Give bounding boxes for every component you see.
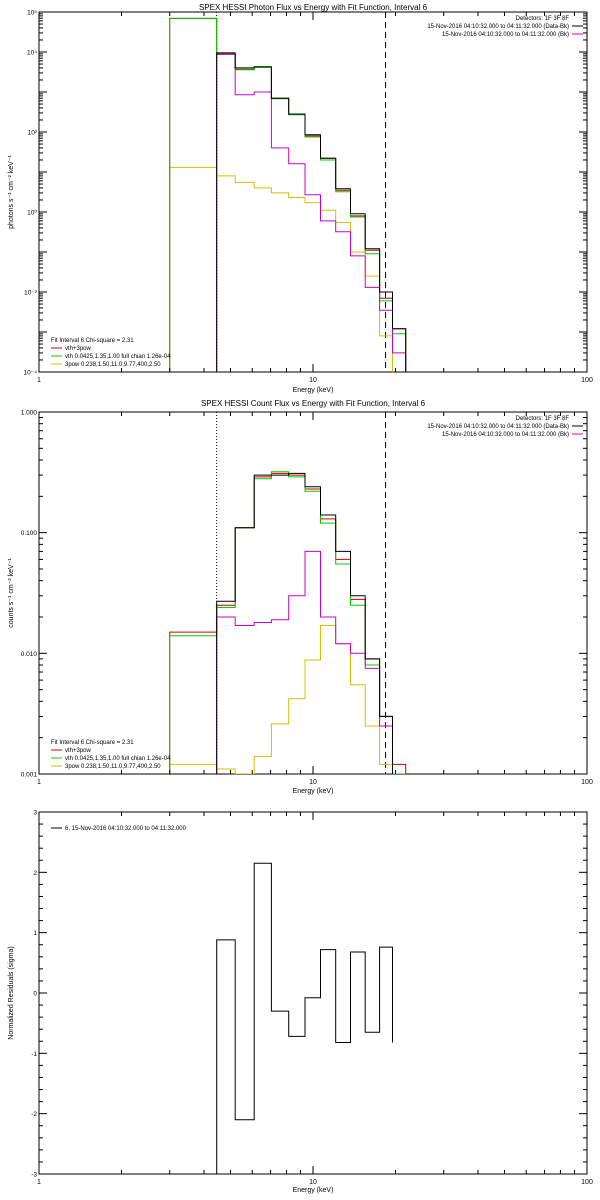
panel1-y-tick-label: 10⁰ <box>27 209 37 217</box>
panel1-y-tick-label: 10² <box>28 130 38 137</box>
panel2-legend-line: vth+3pow <box>65 748 92 754</box>
panel1-y-axis-label: photons s⁻¹ cm⁻² keV⁻¹ <box>8 154 15 228</box>
panel1-ticks: 1 10 100 10⁻⁴ 10⁻² 10⁰ 10² 10⁴ 10⁵ <box>24 10 593 385</box>
panel2-ticks: 1 10 100 0.001 0.010 0.100 1.000 <box>21 410 593 787</box>
panel3-ticks: 1 10 100 -3 -2 -1 0 1 2 3 <box>31 810 593 1187</box>
panel2-info-line: Detectors: 1F 3F 8F <box>516 416 570 422</box>
panel2-y-axis-label: counts s⁻¹ cm⁻² keV⁻¹ <box>8 558 15 628</box>
panel2-x-tick-label: 10 <box>309 779 317 786</box>
panel2-info-line: 15-Nov-2016 04:10:32.000 to 04:11:32.000… <box>427 424 569 430</box>
panel2-title: SPEX HESSI Count Flux vs Energy with Fit… <box>201 399 426 408</box>
panel3-y-tick-label: 1 <box>33 930 37 937</box>
residuals-panel: 1 10 100 -3 -2 -1 0 1 2 3 6, 15-Nov-2016 04:10:32… <box>8 810 593 1195</box>
count-flux-panel: SPEX HESSI Count Flux vs Energy with Fit… <box>8 399 593 795</box>
panel1-legend-line: 3pow 0.238,1.50,11.0,9.77,400,2.50 <box>65 362 161 368</box>
panel1-series-4-step-line <box>169 166 393 372</box>
panel3-y-tick-label: 3 <box>33 810 37 817</box>
panel1-series-0-step-line <box>216 52 407 372</box>
panel2-series-2-step-line <box>169 472 407 774</box>
panel1-x-tick-label: 10 <box>309 377 317 384</box>
panel3-y-tick-label: 0 <box>33 991 37 998</box>
panel3-series <box>216 862 393 1174</box>
panel3-x-tick-label: 100 <box>581 1179 593 1186</box>
panel2-info-line: 15-Nov-2016 04:10:32.000 to 04:11:32.000… <box>442 432 569 438</box>
panel1-info-line: 15-Nov-2016 04:10:32.000 to 04:11:32.000… <box>427 24 569 30</box>
panel2-info: Detectors: 1F 3F 8F 15-Nov-2016 04:10:32.… <box>427 416 583 438</box>
panel3-legend-line: 6, 15-Nov-2016 04:10:32.000 to 04:11:32.… <box>65 826 187 832</box>
panel3-x-tick-label: 1 <box>37 1179 41 1186</box>
panel1-info: Detectors: 1F 3F 8F 15-Nov-2016 04:10:32.… <box>427 16 583 38</box>
panel2-series-4-step-line <box>169 625 393 774</box>
panel3-series-0-step-line <box>216 862 393 1174</box>
panel2-y-tick-label: 0.001 <box>21 772 38 779</box>
panel1-y-tick-label: 10⁵ <box>27 10 37 17</box>
panel1-title: SPEX HESSI Photon Flux vs Energy with Fi… <box>199 3 428 12</box>
panel2-y-tick-label: 0.010 <box>21 651 38 658</box>
panel3-x-tick-label: 10 <box>309 1179 317 1186</box>
panel2-plot-frame <box>38 411 588 775</box>
panel1-legend-line: vth 0.0425,1.35,1.00 full chian 1.26e-04 <box>65 354 171 360</box>
panel1-y-tick-label: 10⁴ <box>27 50 37 57</box>
panel1-x-tick-label: 1 <box>37 377 41 384</box>
panel3-x-axis-label: Energy (keV) <box>293 1187 334 1194</box>
panel2-legend-line: vth 0.0425,1.35,1.00 full chian 1.26e-04 <box>65 756 171 762</box>
panel2-x-tick-label: 1 <box>37 779 41 786</box>
panel1-series <box>169 12 407 372</box>
panel1-series-1-step-line <box>216 53 407 372</box>
panel3-y-tick-label: -2 <box>31 1111 37 1118</box>
panel3-y-axis-label: Normalized Residuals (sigma) <box>8 946 15 1039</box>
panel2-series <box>169 412 407 774</box>
panel1-legend: Fit Interval 6 Chi-square = 2.31 vth+3pow… <box>51 338 171 368</box>
panel3-y-tick-label: -1 <box>31 1051 37 1058</box>
panel1-x-tick-label: 100 <box>581 377 593 384</box>
panel2-legend-line: 3pow 0.238,1.50,11.0,9.77,400,2.50 <box>65 764 161 770</box>
panel3-plot-frame <box>38 811 588 1175</box>
panel2-x-tick-label: 100 <box>581 779 593 786</box>
panel3-y-tick-label: -3 <box>31 1172 37 1179</box>
panel1-y-tick-label: 10⁻⁴ <box>24 370 38 377</box>
panel1-series-2-step-line <box>169 17 407 372</box>
panel1-y-tick-label: 10⁻² <box>24 290 38 297</box>
panel2-series-1-step-line <box>216 550 393 774</box>
panel1-legend-line: vth+3pow <box>65 346 92 352</box>
panel1-legend-line: Fit Interval 6 Chi-square = 2.31 <box>51 338 134 344</box>
panel2-x-axis-label: Energy (keV) <box>293 788 334 795</box>
photon-flux-panel: SPEX HESSI Photon Flux vs Energy with Fi… <box>8 3 593 394</box>
panel1-info-line: Detectors: 1F 3F 8F <box>516 16 570 22</box>
panel1-info-line: 15-Nov-2016 04:10:32.000 to 04:11:32.000… <box>442 32 569 38</box>
panel2-y-tick-label: 1.000 <box>21 410 38 417</box>
panel3-legend: 6, 15-Nov-2016 04:10:32.000 to 04:11:32.… <box>51 826 187 832</box>
panel2-series-0-step-line <box>216 472 393 774</box>
panel2-legend-line: Fit Interval 6 Chi-square = 2.31 <box>51 740 134 746</box>
panel1-series-3-step-line <box>169 17 407 372</box>
panel2-legend: Fit Interval 6 Chi-square = 2.31 vth+3pow… <box>51 740 171 770</box>
panel2-y-tick-label: 0.100 <box>21 530 38 537</box>
panel2-series-3-step-line <box>169 471 406 774</box>
panel3-y-tick-label: 2 <box>33 870 37 877</box>
panel1-x-axis-label: Energy (keV) <box>293 387 334 394</box>
panel1-plot-frame <box>38 11 588 373</box>
